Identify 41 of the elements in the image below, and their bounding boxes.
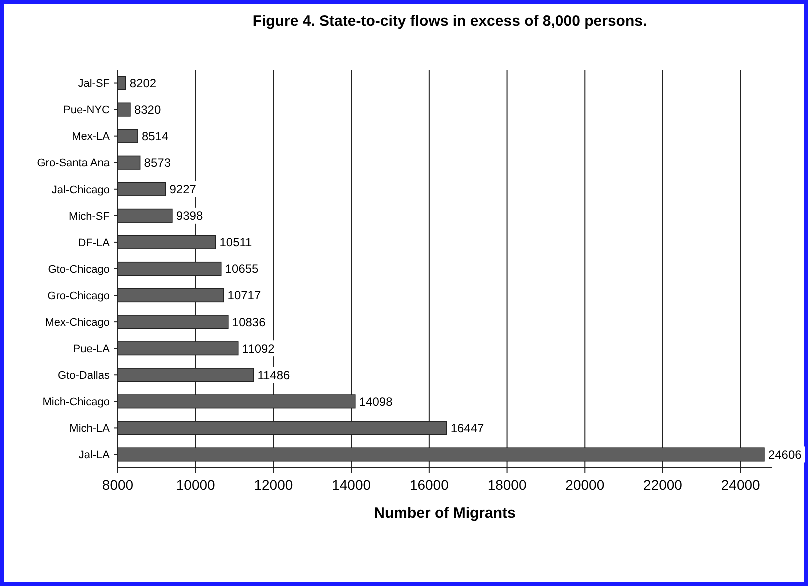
x-tick-label: 12000: [254, 477, 294, 493]
y-tick-label: Gro-Chicago: [48, 290, 110, 302]
data-label: 9398: [176, 209, 204, 224]
x-tick-label: 20000: [566, 477, 605, 493]
data-label: 10511: [220, 236, 253, 250]
data-label: 10655: [225, 262, 260, 276]
x-tick-label: 18000: [488, 477, 527, 493]
y-tick-label: Mich-LA: [70, 423, 111, 436]
x-tick-label: 24000: [721, 477, 761, 493]
x-tick-label: 14000: [332, 477, 372, 493]
data-label: 16447: [450, 421, 485, 436]
y-tick-label: Mich-Chicago: [42, 396, 110, 409]
y-tick-label: Mich-SF: [69, 210, 110, 223]
y-tick-label: Pue-LA: [73, 343, 111, 356]
x-tick-label: 10000: [176, 477, 216, 493]
data-label: 10836: [232, 315, 266, 330]
y-tick-label: Mex-LA: [72, 131, 111, 144]
data-label: 8573: [144, 156, 172, 170]
y-tick-label: Pue-NYC: [64, 104, 110, 117]
data-label: 24606: [768, 448, 802, 462]
y-tick-label: Gto-Dallas: [58, 370, 110, 382]
data-label: 10717: [228, 288, 262, 303]
data-label: 8514: [142, 130, 170, 144]
y-tick-label: Jal-SF: [78, 78, 110, 90]
data-label: 8320: [134, 103, 162, 117]
y-tick-label: DF-LA: [78, 237, 111, 250]
data-label: 8202: [130, 76, 157, 90]
y-tick-label: Mex-Chicago: [45, 316, 110, 329]
x-tick-label: 22000: [644, 477, 683, 493]
y-tick-label: Gto-Chicago: [48, 264, 110, 276]
data-label: 11092: [242, 342, 276, 356]
x-tick-label: 8000: [102, 477, 134, 493]
data-label: 9227: [170, 182, 197, 197]
chart-title: Figure 4. State-to-city flows in excess of 8,000 persons.: [252, 13, 648, 30]
y-tick-label: Gro-Santa Ana: [37, 158, 111, 170]
y-tick-label: Jal-LA: [78, 450, 111, 462]
data-label: 11486: [258, 368, 291, 382]
data-label: 14098: [359, 394, 394, 409]
y-tick-label: Jal-Chicago: [52, 184, 110, 196]
x-axis-title: Number of Migrants: [374, 505, 516, 522]
x-tick-label: 16000: [410, 477, 450, 493]
